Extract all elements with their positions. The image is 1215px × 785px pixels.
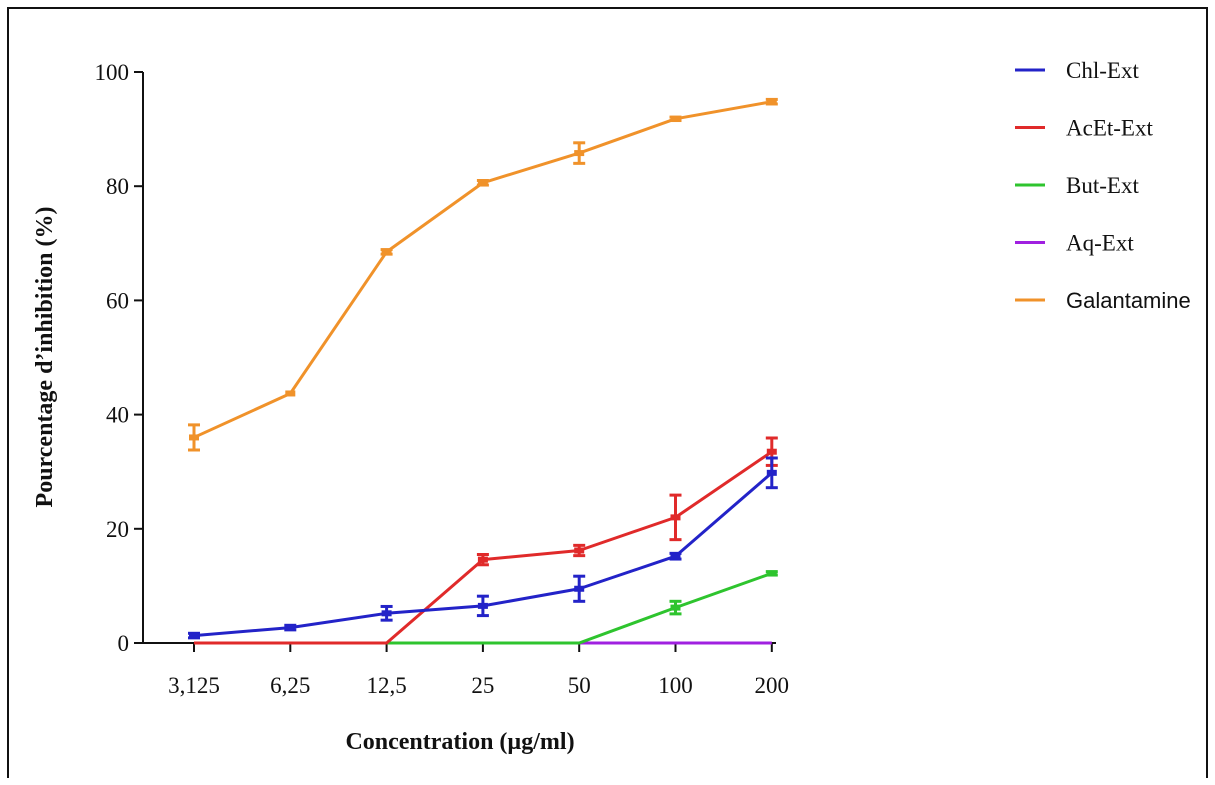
legend-item-but-ext: But-Ext — [1015, 173, 1139, 198]
data-point — [670, 553, 681, 560]
data-point — [477, 179, 488, 186]
data-point — [285, 390, 296, 397]
data-point — [381, 610, 392, 617]
y-tick-label: 60 — [106, 288, 129, 313]
x-tick-label: 50 — [568, 673, 591, 698]
series-acet-ext — [194, 436, 778, 645]
data-point — [574, 585, 585, 592]
x-axis-title: Concentration (µg/ml) — [345, 729, 574, 755]
data-point — [766, 98, 777, 105]
axes: 0 20 40 60 80 100 3,125 6,25 12,5 25 50 100 200 — [95, 60, 790, 698]
data-point — [477, 602, 488, 609]
y-tick-label: 80 — [106, 174, 129, 199]
series-chl-ext — [188, 456, 778, 640]
y-tick-label: 40 — [106, 403, 129, 428]
y-tick-label: 100 — [95, 60, 130, 85]
legend-item-galantamine: Galantamine — [1015, 288, 1191, 313]
chart-frame — [7, 7, 1208, 778]
data-point — [574, 150, 585, 157]
x-tick-label: 200 — [755, 673, 790, 698]
legend-item-aq-ext: Aq-Ext — [1015, 231, 1134, 256]
legend-item-acet-ext: AcEt-Ext — [1015, 116, 1153, 141]
y-axis-title: Pourcentage d’inhibition (%) — [32, 207, 58, 508]
data-point — [670, 115, 681, 122]
x-tick-label: 100 — [658, 673, 693, 698]
data-point — [381, 248, 392, 255]
data-point — [766, 448, 777, 455]
x-tick-label: 3,125 — [168, 673, 220, 698]
x-tick-label: 12,5 — [366, 673, 406, 698]
legend-label: But-Ext — [1066, 173, 1139, 198]
x-tick-label: 25 — [471, 673, 494, 698]
data-point — [285, 624, 296, 631]
series-galantamine — [188, 97, 778, 452]
series-but-ext — [386, 570, 778, 645]
data-point — [189, 434, 199, 441]
data-point — [670, 604, 681, 611]
y-tick-label: 0 — [118, 631, 130, 656]
legend-label: AcEt-Ext — [1066, 116, 1153, 141]
x-tick-label: 6,25 — [270, 673, 310, 698]
data-point — [766, 570, 777, 577]
legend-label: Chl-Ext — [1066, 58, 1139, 83]
legend-label: Aq-Ext — [1066, 231, 1134, 256]
legend-item-chl-ext: Chl-Ext — [1015, 58, 1139, 83]
data-point — [477, 556, 488, 563]
y-tick-label: 20 — [106, 517, 129, 542]
data-point — [189, 632, 199, 639]
data-point — [670, 514, 681, 521]
data-point — [766, 469, 777, 476]
series-layer — [188, 97, 778, 645]
series-line-but-ext — [386, 571, 773, 645]
series-line-galantamine — [193, 100, 773, 439]
legend: Chl-Ext AcEt-Ext But-Ext Aq-Ext Galantamine — [1015, 58, 1191, 313]
legend-label: Galantamine — [1066, 288, 1191, 313]
data-point — [574, 547, 585, 554]
